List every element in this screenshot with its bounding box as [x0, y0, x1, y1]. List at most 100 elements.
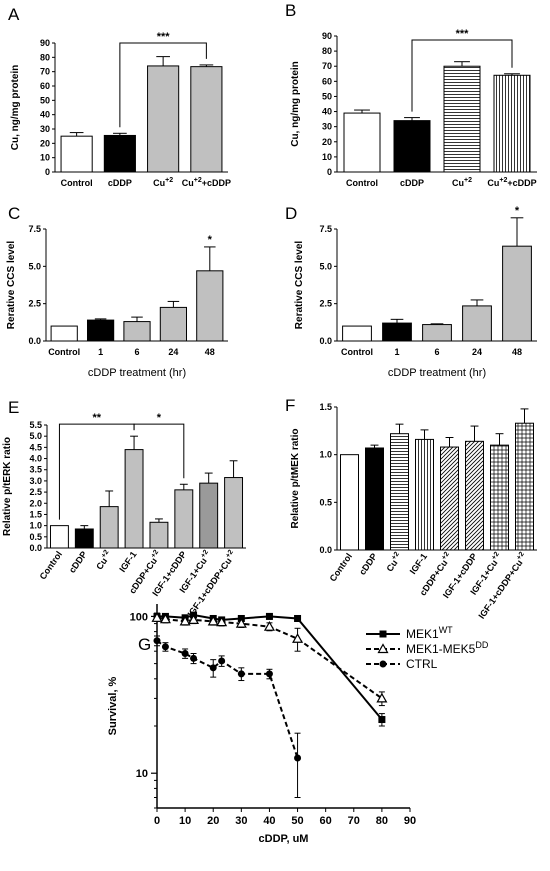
panel-letter-d: D	[285, 204, 297, 223]
significance-bracket	[133, 423, 185, 479]
legend-entry: MEK1WT	[366, 625, 453, 641]
panel-e: E 0.00.51.0 1.52.02.53.03.54.0 4.55.05.5 Rel…	[2, 398, 246, 619]
x-axis-label-c: cDDP treatment (hr)	[88, 367, 186, 379]
y-axis-label-a: Cu, ng/mg protein	[10, 65, 21, 151]
significance-bracket	[58, 423, 135, 520]
series-2	[153, 635, 302, 799]
bar	[422, 324, 452, 342]
panel-letter-g: G	[138, 635, 151, 654]
panel-c: C 0.0 2.5 5.0 7.5 Rerative CCS level Control 1 6…	[6, 204, 228, 379]
y-tick-label: 60	[322, 76, 332, 86]
data-point	[190, 654, 198, 662]
legend-marker	[377, 643, 389, 654]
y-tick-label: 5.0	[29, 431, 42, 441]
x-tick-label: 60	[320, 815, 332, 827]
data-point	[207, 615, 219, 626]
significance-bracket	[411, 39, 513, 112]
category-label: cDDP	[108, 178, 132, 188]
y-axis-label-f: Relative p/tMEK ratio	[290, 428, 301, 528]
category-label: IGF-1	[117, 549, 138, 574]
x-tick-label: 30	[235, 815, 247, 827]
significance-bracket	[119, 42, 207, 128]
bar	[390, 433, 409, 551]
x-tick-label: 90	[404, 815, 416, 827]
legend-marker	[379, 630, 387, 638]
category-label: Cu+2	[93, 549, 114, 572]
category-label: Control	[48, 347, 80, 357]
x-axis-label-d: cDDP treatment (hr)	[388, 367, 486, 379]
data-point	[294, 614, 302, 622]
bar	[49, 525, 69, 549]
bar	[199, 482, 219, 549]
bar	[86, 319, 115, 342]
y-tick-label: 0.5	[319, 497, 332, 507]
y-tick-label: 0	[45, 167, 50, 177]
data-point	[209, 664, 217, 672]
y-tick-label: 30	[322, 122, 332, 132]
x-tick-label: 20	[207, 815, 219, 827]
data-point	[376, 692, 388, 703]
y-tick-label: 7.5	[28, 224, 41, 234]
y-tick-label: 0	[327, 167, 332, 177]
data-point	[265, 670, 273, 678]
x-axis-label-g: cDDP, uM	[259, 833, 309, 845]
y-tick-label: 3.5	[29, 465, 42, 475]
bar	[74, 528, 94, 549]
category-label: Cu+2	[153, 177, 173, 188]
category-label: 6	[434, 347, 439, 357]
category-label: Cu+2	[452, 177, 472, 188]
y-tick-label: 10	[322, 152, 332, 162]
y-tick-label: 60	[40, 81, 50, 91]
y-axis-label-g: Survival, %	[107, 676, 119, 735]
x-tick-label: 10	[179, 815, 191, 827]
panel-letter-e: E	[8, 398, 19, 417]
y-tick-label: 2.5	[319, 299, 332, 309]
bar	[440, 446, 459, 551]
legend-label: CTRL	[406, 657, 438, 671]
bar	[382, 322, 412, 342]
significance-mark: ***	[456, 28, 470, 40]
data-point	[294, 754, 302, 762]
data-point	[159, 613, 171, 624]
category-label: Control	[61, 178, 93, 188]
category-label: Cu+2+cDDP	[487, 177, 536, 188]
bar	[103, 134, 136, 173]
data-point	[188, 614, 200, 625]
category-label: 48	[205, 347, 215, 357]
panel-letter-b: B	[285, 1, 296, 20]
bar	[190, 66, 223, 173]
y-tick-label: 4.5	[29, 442, 42, 452]
bar	[365, 447, 384, 551]
bar	[224, 477, 244, 549]
category-label: Control	[341, 347, 373, 357]
x-tick-label: 0	[154, 815, 160, 827]
panel-f: F 0.0 0.5 1.0 1.5 Relative p/tMEK ratio Contro…	[285, 396, 537, 621]
data-point	[153, 637, 161, 645]
y-tick-label: 4.0	[29, 454, 42, 464]
legend-label: MEK1WT	[406, 625, 453, 641]
y-axis-label-b: Cu, ng/mg protein	[290, 61, 301, 147]
y-tick-label: 80	[40, 52, 50, 62]
bar	[124, 449, 144, 549]
legend-marker	[379, 660, 387, 668]
category-label: Cu+2	[384, 551, 405, 574]
bar	[462, 305, 492, 342]
bar	[415, 438, 434, 551]
bar	[196, 270, 224, 342]
category-label: IGF-1	[408, 551, 429, 576]
panel-d: D 0.0 2.5 5.0 7.5 Rerative CCS level Control 1 6…	[285, 204, 537, 379]
series-line	[156, 639, 299, 759]
data-point	[235, 617, 247, 628]
y-tick-label: 10	[40, 153, 50, 163]
bar	[60, 135, 93, 173]
category-label: 1	[98, 347, 103, 357]
bar	[174, 489, 194, 549]
y-tick-label: 2.5	[28, 299, 41, 309]
y-tick-label: 5.0	[28, 261, 41, 271]
y-axis-label-e: Relative p/tERK ratio	[2, 437, 13, 536]
panel-letter-c: C	[8, 204, 20, 223]
y-tick-label: 5.5	[29, 420, 42, 430]
y-tick-label: 1.5	[29, 509, 42, 519]
bar	[465, 440, 484, 551]
